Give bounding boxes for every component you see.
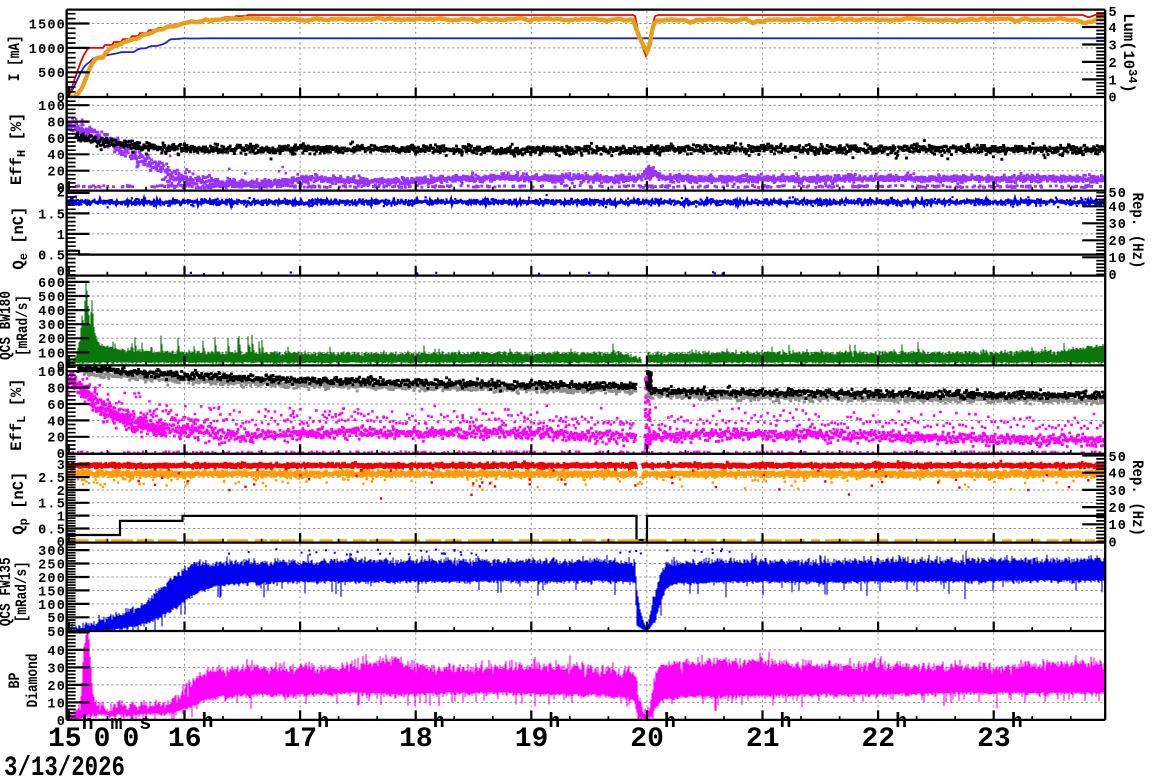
svg-text:Qp [nC]: Qp [nC]	[10, 472, 31, 535]
svg-text:3: 3	[57, 459, 66, 474]
svg-text:40: 40	[1109, 468, 1128, 483]
svg-text:20: 20	[47, 166, 66, 181]
svg-text:40: 40	[1109, 201, 1128, 216]
svg-text:250: 250	[38, 558, 66, 573]
svg-text:0: 0	[57, 360, 66, 375]
svg-text:23: 23	[977, 724, 1011, 755]
svg-text:20: 20	[1109, 502, 1128, 517]
svg-text:h: h	[664, 711, 676, 734]
svg-text:17: 17	[283, 724, 317, 755]
svg-text:50: 50	[1109, 187, 1128, 202]
svg-text:QCS FW135: QCS FW135	[0, 557, 15, 626]
svg-text:3/13/2026: 3/13/2026	[4, 753, 125, 782]
svg-text:40: 40	[47, 645, 66, 660]
svg-text:100: 100	[38, 347, 66, 362]
svg-text:500: 500	[38, 67, 66, 82]
svg-text:100: 100	[38, 366, 66, 381]
svg-text:2.5: 2.5	[38, 472, 66, 487]
svg-text:h: h	[433, 711, 445, 734]
svg-text:19: 19	[515, 724, 549, 755]
svg-text:5: 5	[1109, 6, 1118, 21]
svg-text:21: 21	[746, 724, 780, 755]
svg-text:0: 0	[1109, 92, 1118, 107]
svg-text:Diamond: Diamond	[24, 654, 42, 708]
svg-text:0: 0	[57, 182, 66, 197]
svg-text:1.5: 1.5	[38, 208, 66, 223]
svg-text:10: 10	[1109, 252, 1128, 267]
svg-text:16: 16	[168, 724, 202, 755]
svg-text:0: 0	[57, 536, 66, 551]
svg-text:0: 0	[57, 448, 66, 463]
svg-text:h: h	[202, 711, 214, 734]
svg-text:QCS BW180: QCS BW180	[0, 291, 15, 360]
svg-text:0: 0	[57, 265, 66, 280]
svg-text:50: 50	[47, 612, 66, 627]
svg-text:40: 40	[47, 415, 66, 430]
svg-text:2: 2	[57, 186, 66, 201]
svg-text:1500: 1500	[29, 18, 66, 33]
svg-text:20: 20	[47, 432, 66, 447]
svg-text:20: 20	[630, 724, 664, 755]
svg-text:4: 4	[1109, 22, 1118, 37]
svg-text:1.5: 1.5	[38, 498, 66, 513]
svg-text:50: 50	[1109, 451, 1128, 466]
svg-text:1000: 1000	[29, 43, 66, 58]
svg-text:400: 400	[38, 305, 66, 320]
svg-text:100: 100	[38, 100, 66, 115]
svg-text:BP: BP	[6, 673, 24, 689]
svg-text:2: 2	[57, 485, 66, 500]
svg-text:200: 200	[38, 333, 66, 348]
svg-text:80: 80	[47, 383, 66, 398]
svg-text:30: 30	[1109, 485, 1128, 500]
svg-text:30: 30	[1109, 218, 1128, 233]
svg-text:EffH [%]: EffH [%]	[8, 113, 29, 185]
svg-text:300: 300	[38, 319, 66, 334]
svg-text:50: 50	[47, 626, 66, 641]
svg-text:18: 18	[399, 724, 433, 755]
svg-text:300: 300	[38, 545, 66, 560]
svg-text:20: 20	[47, 680, 66, 695]
svg-text:0: 0	[1109, 536, 1118, 551]
svg-text:60: 60	[47, 399, 66, 414]
svg-text:[mRad/s]: [mRad/s]	[14, 295, 32, 356]
svg-text:0: 0	[1109, 269, 1118, 284]
svg-text:100: 100	[38, 599, 66, 614]
svg-text:10: 10	[1109, 519, 1128, 534]
svg-text:2: 2	[1109, 57, 1118, 72]
svg-text:10: 10	[47, 697, 66, 712]
svg-text:60: 60	[47, 133, 66, 148]
svg-text:0.5: 0.5	[38, 249, 66, 264]
svg-text:500: 500	[38, 291, 66, 306]
svg-text:1: 1	[57, 229, 66, 244]
svg-text:Rep. (Hz): Rep. (Hz)	[1128, 193, 1146, 269]
svg-text:h: h	[317, 711, 329, 734]
svg-text:600: 600	[38, 277, 66, 292]
svg-text:1: 1	[1109, 74, 1118, 89]
svg-text:150: 150	[38, 585, 66, 600]
svg-text:h: h	[895, 711, 907, 734]
svg-text:0.5: 0.5	[38, 523, 66, 538]
svg-text:20: 20	[1109, 235, 1128, 250]
svg-text:[mRad/s]: [mRad/s]	[13, 561, 31, 622]
svg-text:Rep. (Hz): Rep. (Hz)	[1128, 460, 1146, 536]
svg-text:22: 22	[861, 724, 895, 755]
svg-text:Qe [nC]: Qe [nC]	[10, 207, 31, 270]
svg-text:40: 40	[47, 149, 66, 164]
svg-text:h: h	[780, 711, 792, 734]
svg-text:0: 0	[57, 92, 66, 107]
svg-text:h: h	[1011, 711, 1023, 734]
svg-text:80: 80	[47, 117, 66, 132]
svg-text:h: h	[548, 711, 560, 734]
svg-text:3: 3	[1109, 39, 1118, 54]
svg-text:0: 0	[57, 715, 66, 730]
svg-text:I [mA]: I [mA]	[6, 35, 24, 81]
svg-text:1: 1	[57, 511, 66, 526]
svg-text:EffL [%]: EffL [%]	[8, 378, 29, 450]
svg-text:30: 30	[47, 662, 66, 677]
svg-text:200: 200	[38, 572, 66, 587]
